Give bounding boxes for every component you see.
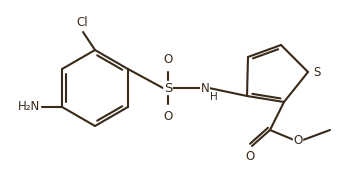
Text: O: O: [163, 110, 173, 123]
Text: O: O: [163, 53, 173, 66]
Text: S: S: [313, 66, 320, 78]
Text: S: S: [164, 82, 172, 95]
Text: Cl: Cl: [76, 16, 88, 29]
Text: N: N: [201, 82, 209, 95]
Text: H: H: [210, 92, 218, 102]
Text: O: O: [245, 150, 255, 163]
Text: H₂N: H₂N: [18, 101, 40, 114]
Text: O: O: [293, 134, 303, 146]
